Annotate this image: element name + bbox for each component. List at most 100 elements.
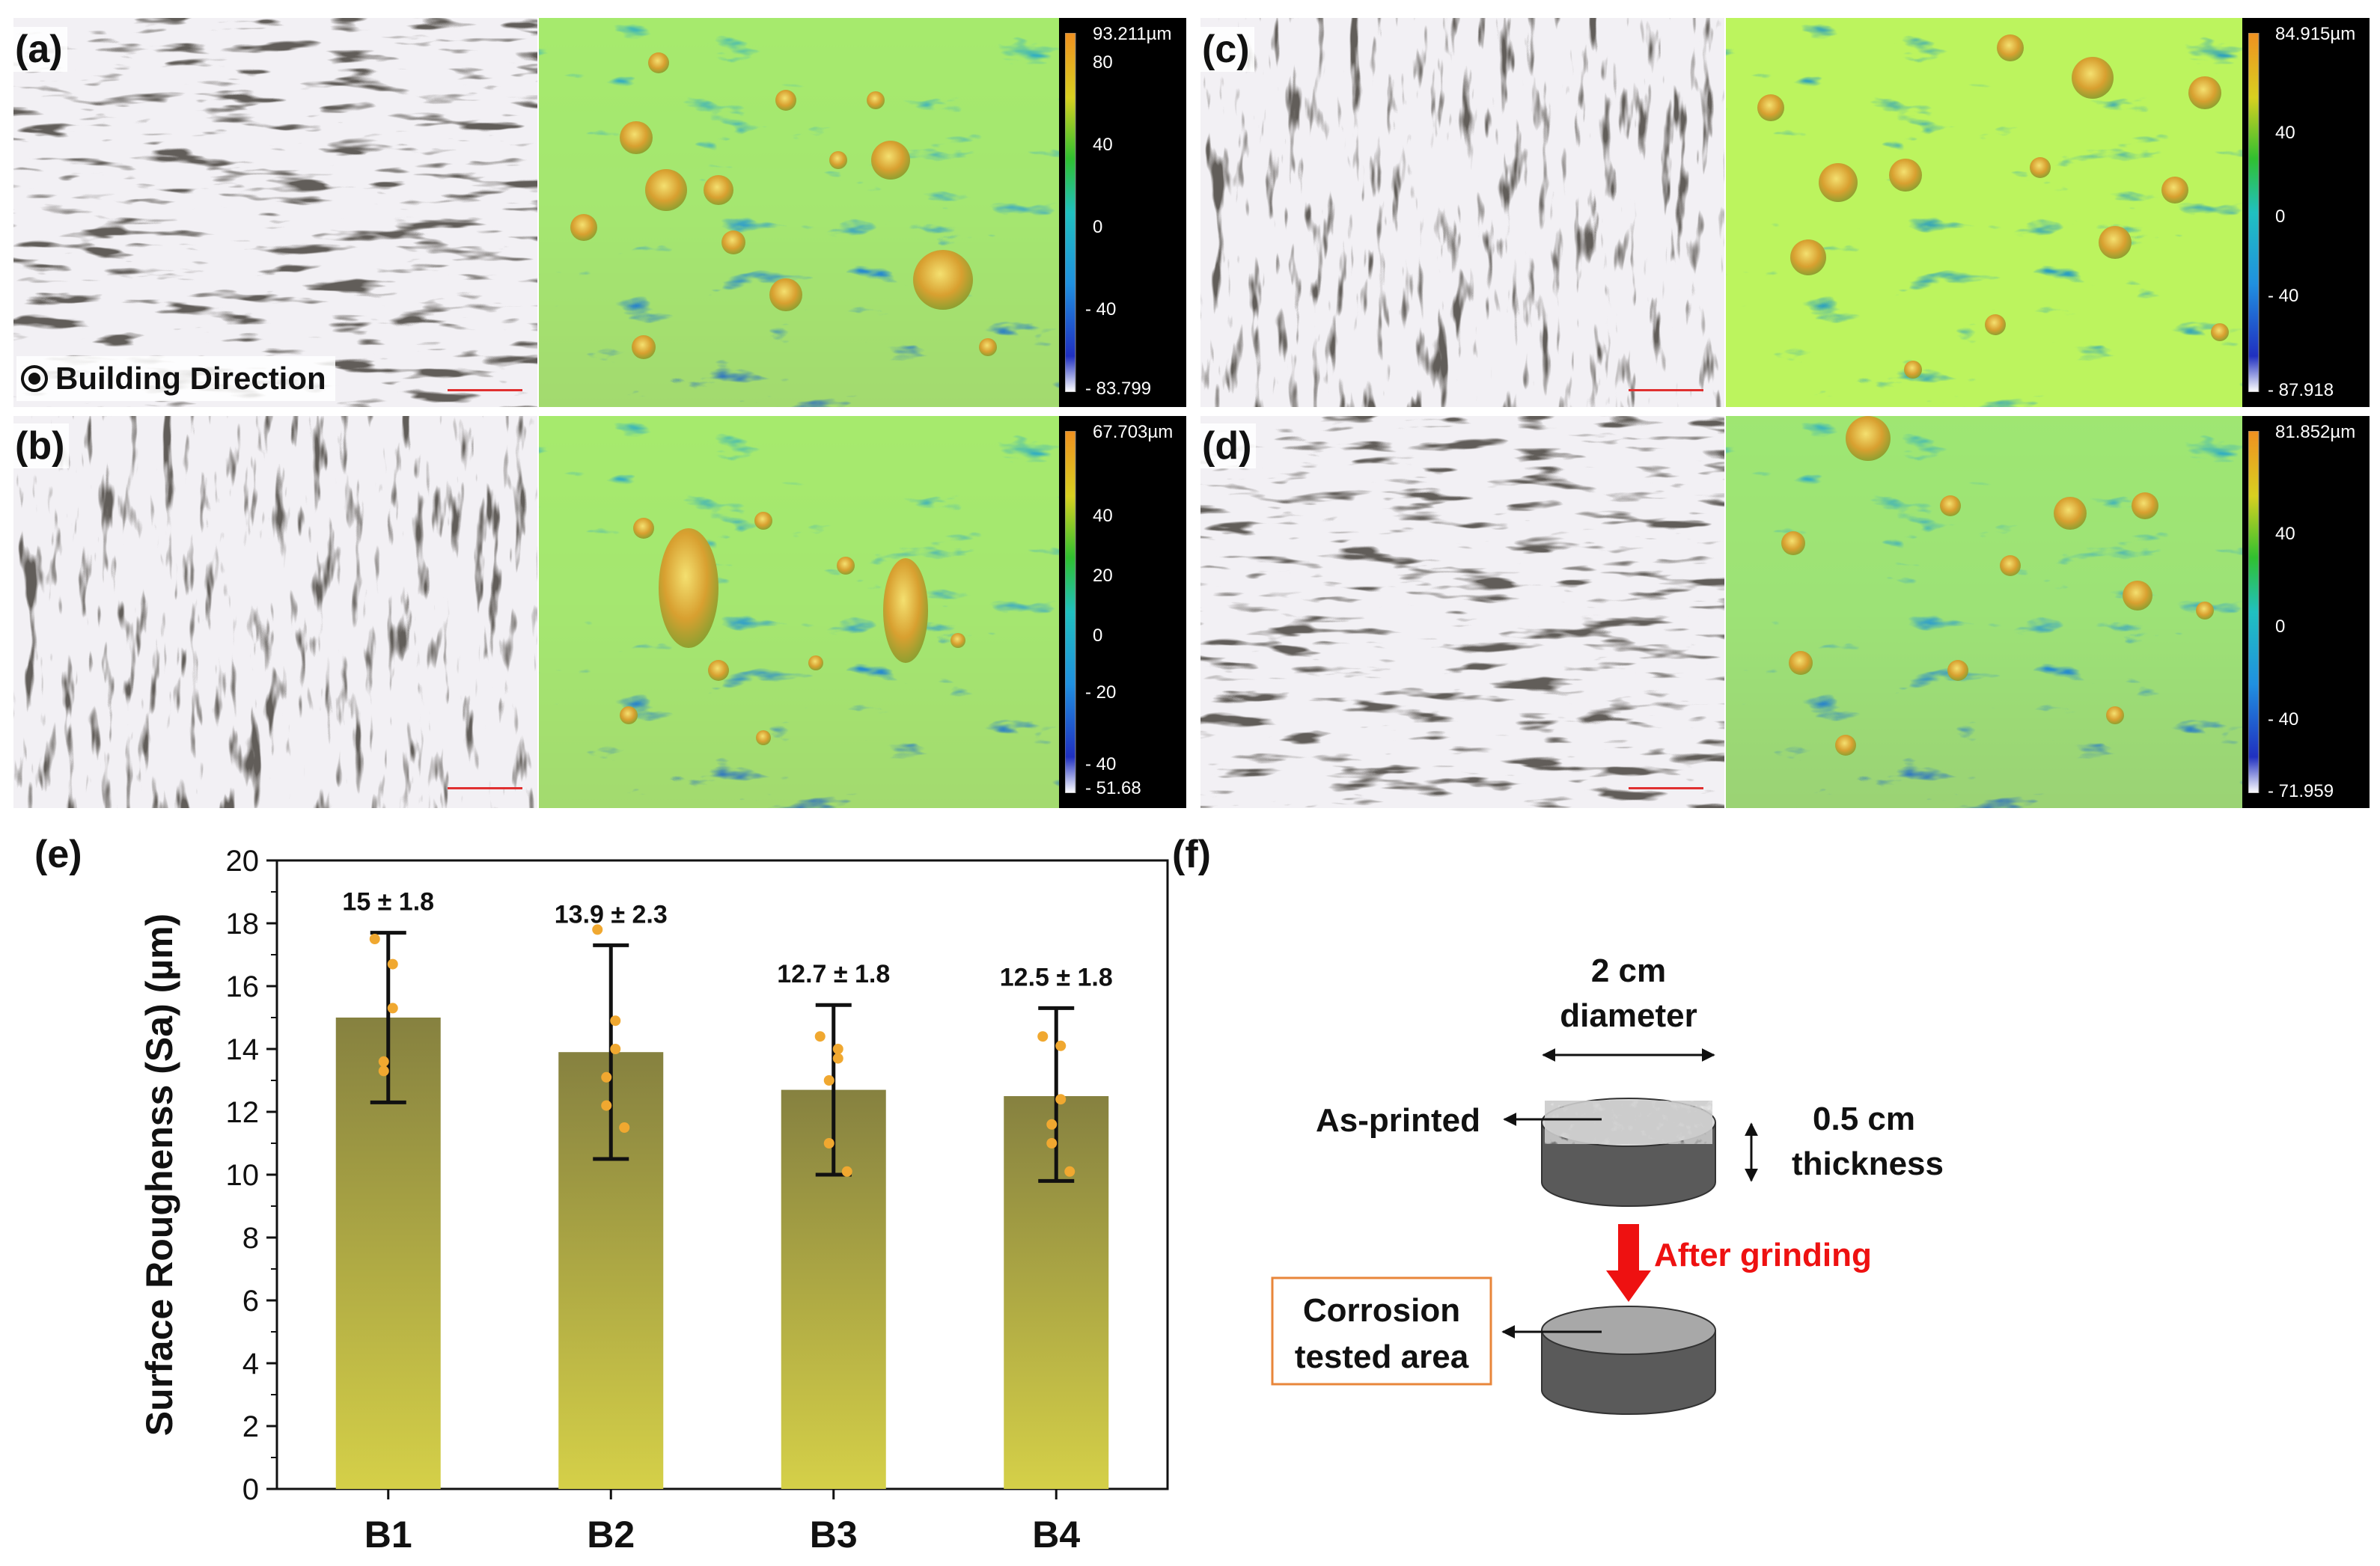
corrosion-label-2: tested area [1295, 1339, 1469, 1375]
data-point [619, 1122, 630, 1133]
colorbar-min-a: - 83.799 [1085, 379, 1152, 399]
panel-label-f: (f) [1172, 833, 1211, 876]
colorbar-tick-d-0: 40 [2275, 524, 2295, 544]
x-tick-label: B3 [810, 1514, 858, 1556]
y-tick-label: 0 [242, 1473, 259, 1506]
colorbar-tick-a-3: - 40 [1085, 299, 1117, 319]
colorbar-d [2242, 416, 2370, 808]
data-point [1037, 1031, 1049, 1042]
scale-bar-b [448, 787, 522, 789]
data-point [823, 1075, 834, 1086]
bar-value-label: 12.5 ± 1.8 [1000, 963, 1113, 991]
bar-value-label: 13.9 ± 2.3 [555, 900, 668, 929]
height-map-d [1726, 416, 2242, 808]
scale-bar-a [448, 389, 522, 391]
colorbar-tick-a-1: 40 [1093, 135, 1113, 155]
height-map-b [539, 416, 1059, 808]
colorbar-tick-d-2: - 40 [2268, 709, 2299, 730]
as-printed-label: As-printed [1316, 1102, 1480, 1139]
panel-label-e: (e) [34, 833, 82, 876]
colorbar-tick-d-1: 0 [2275, 617, 2286, 637]
data-point [592, 924, 603, 935]
y-tick-label: 18 [226, 908, 260, 940]
data-point [832, 1053, 843, 1064]
roughness-bar-chart: 0 2 4 6 8 10 12 14 16 18 20 B1 15 ± 1.8 B2 13.9 ± 2.3 B… [138, 845, 1169, 1556]
data-point [823, 1138, 834, 1148]
data-point [1064, 1166, 1075, 1177]
panel-label-c: (c) [1197, 27, 1254, 72]
data-point [378, 1065, 389, 1077]
x-tick-label: B1 [364, 1514, 412, 1556]
ground-disc [1541, 1306, 1716, 1415]
y-axis-label: Surface Roughenss (Sa) (µm) [138, 914, 180, 1436]
data-point [610, 1015, 621, 1027]
y-tick-label: 16 [226, 970, 260, 1003]
grinding-arrow [1606, 1224, 1651, 1302]
data-point [1046, 1138, 1058, 1148]
colorbar-tick-c-0: 40 [2275, 123, 2295, 143]
y-tick-label: 8 [242, 1222, 259, 1255]
as-printed-disc [1541, 1098, 1716, 1207]
colorbar-max-c: 84.915µm [2275, 24, 2356, 44]
colorbar-tick-b-4: - 40 [1085, 754, 1117, 774]
colorbar-min-c: - 87.918 [2268, 380, 2334, 400]
y-tick-label: 20 [226, 845, 260, 878]
optical-micrograph-a [13, 18, 537, 407]
thickness-value: 0.5 cm [1813, 1101, 1915, 1137]
data-point [601, 1100, 612, 1111]
y-tick-label: 4 [242, 1348, 259, 1380]
data-point [387, 1003, 398, 1014]
scale-bar-d [1629, 787, 1703, 789]
y-tick-label: 12 [226, 1096, 260, 1129]
colorbar-tick-a-0: 80 [1093, 52, 1113, 73]
colorbar-tick-c-1: 0 [2275, 207, 2286, 227]
optical-micrograph-c [1200, 18, 1724, 407]
y-tick-label: 6 [242, 1285, 259, 1318]
scale-bar-c [1629, 389, 1703, 391]
colorbar-tick-b-1: 20 [1093, 566, 1113, 586]
building-direction-text: Building Direction [55, 361, 326, 396]
data-point [610, 1044, 621, 1054]
corrosion-label-1: Corrosion [1303, 1292, 1460, 1329]
data-point [1055, 1040, 1067, 1051]
y-tick-label: 10 [226, 1159, 260, 1192]
height-map-c [1726, 18, 2242, 407]
data-point [378, 1056, 389, 1067]
data-point [814, 1031, 826, 1042]
colorbar-c [2242, 18, 2370, 407]
panel-label-a: (a) [10, 27, 67, 72]
diameter-label: diameter [1560, 997, 1697, 1034]
data-point [841, 1166, 852, 1177]
building-direction-label: Building Direction [16, 356, 335, 401]
y-tick-label: 14 [226, 1033, 260, 1066]
data-point [1055, 1094, 1067, 1105]
colorbar-tick-a-2: 0 [1093, 217, 1103, 237]
colorbar-min-b: - 51.68 [1085, 778, 1141, 798]
colorbar-b [1059, 416, 1186, 808]
panel-label-d: (d) [1197, 423, 1257, 468]
colorbar-max-d: 81.852µm [2275, 422, 2356, 442]
out-of-plane-icon [21, 365, 48, 392]
data-point [832, 1044, 843, 1054]
colorbar-max-b: 67.703µm [1093, 422, 1174, 442]
bar-value-label: 15 ± 1.8 [342, 888, 434, 917]
data-point [601, 1071, 612, 1083]
colorbar-max-a: 93.211µm [1093, 24, 1172, 44]
after-grinding-label: After grinding [1654, 1237, 1872, 1273]
data-point [1046, 1119, 1058, 1130]
panel-label-b: (b) [10, 423, 70, 468]
colorbar-tick-b-3: - 20 [1085, 682, 1117, 703]
colorbar-a [1059, 18, 1186, 407]
data-point [369, 934, 380, 944]
bar-value-label: 12.7 ± 1.8 [777, 960, 890, 988]
x-tick-label: B2 [587, 1514, 635, 1556]
colorbar-min-d: - 71.959 [2268, 781, 2334, 801]
sample-schematic: 2 cm diameter As-printed 0.5 cm thicknes… [1271, 952, 1944, 1415]
optical-micrograph-b [13, 416, 537, 808]
corrosion-box [1271, 1276, 1492, 1386]
height-map-a [539, 18, 1059, 407]
colorbar-tick-c-2: - 40 [2268, 286, 2299, 306]
colorbar-tick-b-0: 40 [1093, 506, 1113, 526]
data-point [387, 958, 398, 970]
colorbar-tick-b-2: 0 [1093, 626, 1103, 646]
